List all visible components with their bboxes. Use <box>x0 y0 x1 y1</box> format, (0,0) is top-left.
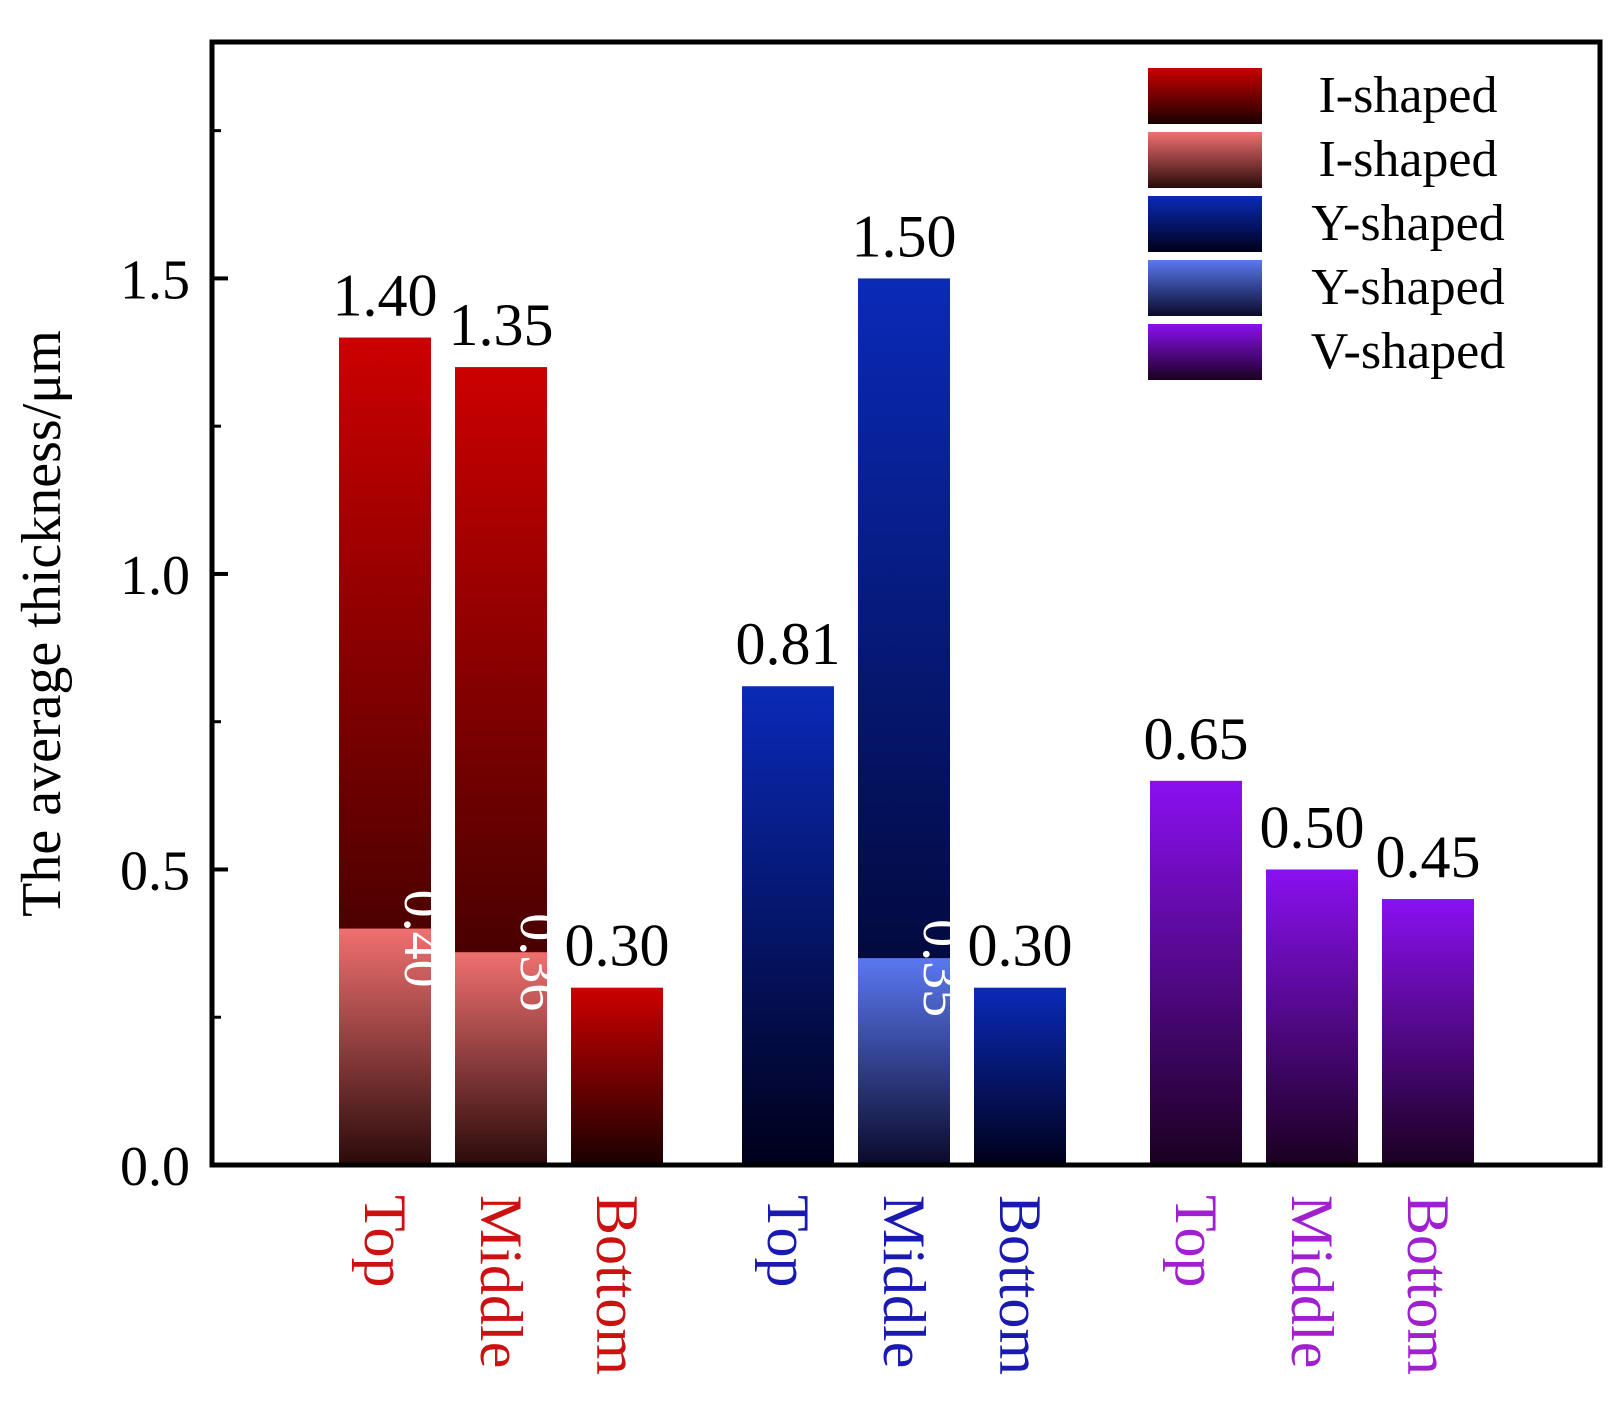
y-tick-label: 0.0 <box>120 1136 190 1198</box>
legend-label: Y-shaped <box>1311 195 1505 252</box>
legend-label: Y-shaped <box>1311 259 1505 316</box>
category-label-middle: Middle <box>871 1195 937 1368</box>
bar-v-shaped-top <box>1150 780 1242 1165</box>
bar-inner-value-label: 0.36 <box>508 913 570 1011</box>
bars-layer: 0.40 1.40 0.36 1.35 0.30 0.81 0.35 1.50 0.30 0.65… <box>333 203 1481 1166</box>
y-tick-label: 1.0 <box>120 545 190 607</box>
legend-label: I-shaped <box>1318 131 1497 188</box>
bar-inner-value-label: 0.35 <box>911 919 973 1017</box>
bar-inner-value-label: 0.40 <box>392 890 454 988</box>
bar-value-label: 0.65 <box>1144 706 1249 772</box>
legend-swatch <box>1148 196 1262 252</box>
legend: I-shaped I-shaped Y-shaped Y-shaped V-shaped <box>1148 67 1505 380</box>
bar-v-shaped-bottom <box>1382 899 1474 1165</box>
axis-layer: 0.0 0.5 1.0 1.5 Top Middle Bottom Top Middle Bott… <box>120 129 1461 1375</box>
category-label-bottom: Bottom <box>584 1195 650 1375</box>
bar-value-label: 1.35 <box>449 292 554 358</box>
category-label-top: Top <box>352 1195 418 1287</box>
bar-value-label: 1.40 <box>333 263 438 329</box>
bar-inner-i-shaped-middle <box>455 952 547 1165</box>
legend-swatch <box>1148 260 1262 316</box>
bar-value-label: 0.30 <box>565 913 670 979</box>
y-tick-label: 1.5 <box>120 249 190 311</box>
category-label-middle: Middle <box>1279 1195 1345 1368</box>
category-label-top: Top <box>755 1195 821 1287</box>
y-tick-label: 0.5 <box>120 840 190 902</box>
legend-swatch <box>1148 68 1262 124</box>
y-axis-label: The average thickness/μm <box>11 330 73 917</box>
legend-swatch <box>1148 324 1262 380</box>
bar-v-shaped-middle <box>1266 869 1358 1165</box>
bar-i-shaped-bottom <box>571 987 663 1165</box>
legend-swatch <box>1148 132 1262 188</box>
category-label-bottom: Bottom <box>987 1195 1053 1375</box>
bar-y-shaped-bottom <box>974 987 1066 1165</box>
plot-frame <box>209 39 1603 1168</box>
bar-y-shaped-top <box>742 686 834 1165</box>
bar-value-label: 0.30 <box>968 913 1073 979</box>
bar-value-label: 0.45 <box>1376 824 1481 890</box>
legend-label: I-shaped <box>1318 67 1497 124</box>
category-label-middle: Middle <box>468 1195 534 1368</box>
bar-value-label: 0.50 <box>1260 794 1365 860</box>
category-label-top: Top <box>1163 1195 1229 1287</box>
bar-value-label: 1.50 <box>852 203 957 269</box>
legend-label: V-shaped <box>1311 323 1506 380</box>
bar-value-label: 0.81 <box>736 611 841 677</box>
bar-inner-y-shaped-middle <box>858 958 950 1165</box>
category-label-bottom: Bottom <box>1395 1195 1461 1375</box>
bar-inner-i-shaped-top <box>339 928 431 1165</box>
